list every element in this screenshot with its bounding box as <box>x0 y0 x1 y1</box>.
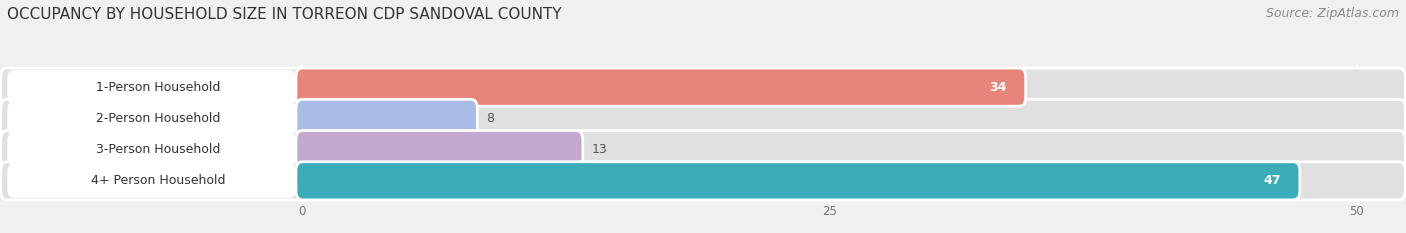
FancyBboxPatch shape <box>8 102 295 135</box>
Text: 2-Person Household: 2-Person Household <box>96 112 219 125</box>
Text: 34: 34 <box>990 81 1007 94</box>
Text: OCCUPANCY BY HOUSEHOLD SIZE IN TORREON CDP SANDOVAL COUNTY: OCCUPANCY BY HOUSEHOLD SIZE IN TORREON C… <box>7 7 561 22</box>
Text: 47: 47 <box>1264 174 1281 187</box>
Text: 4+ Person Household: 4+ Person Household <box>90 174 225 187</box>
FancyBboxPatch shape <box>297 99 478 137</box>
FancyBboxPatch shape <box>8 133 295 166</box>
Text: Source: ZipAtlas.com: Source: ZipAtlas.com <box>1265 7 1399 20</box>
FancyBboxPatch shape <box>1 68 1406 106</box>
FancyBboxPatch shape <box>1 130 1406 169</box>
FancyBboxPatch shape <box>297 130 583 169</box>
FancyBboxPatch shape <box>8 71 295 103</box>
FancyBboxPatch shape <box>8 164 295 197</box>
FancyBboxPatch shape <box>297 162 1301 200</box>
Text: 13: 13 <box>591 143 607 156</box>
FancyBboxPatch shape <box>1 99 1406 137</box>
Text: 1-Person Household: 1-Person Household <box>96 81 219 94</box>
FancyBboxPatch shape <box>297 68 1026 106</box>
Text: 8: 8 <box>486 112 494 125</box>
Text: 3-Person Household: 3-Person Household <box>96 143 219 156</box>
FancyBboxPatch shape <box>1 162 1406 200</box>
